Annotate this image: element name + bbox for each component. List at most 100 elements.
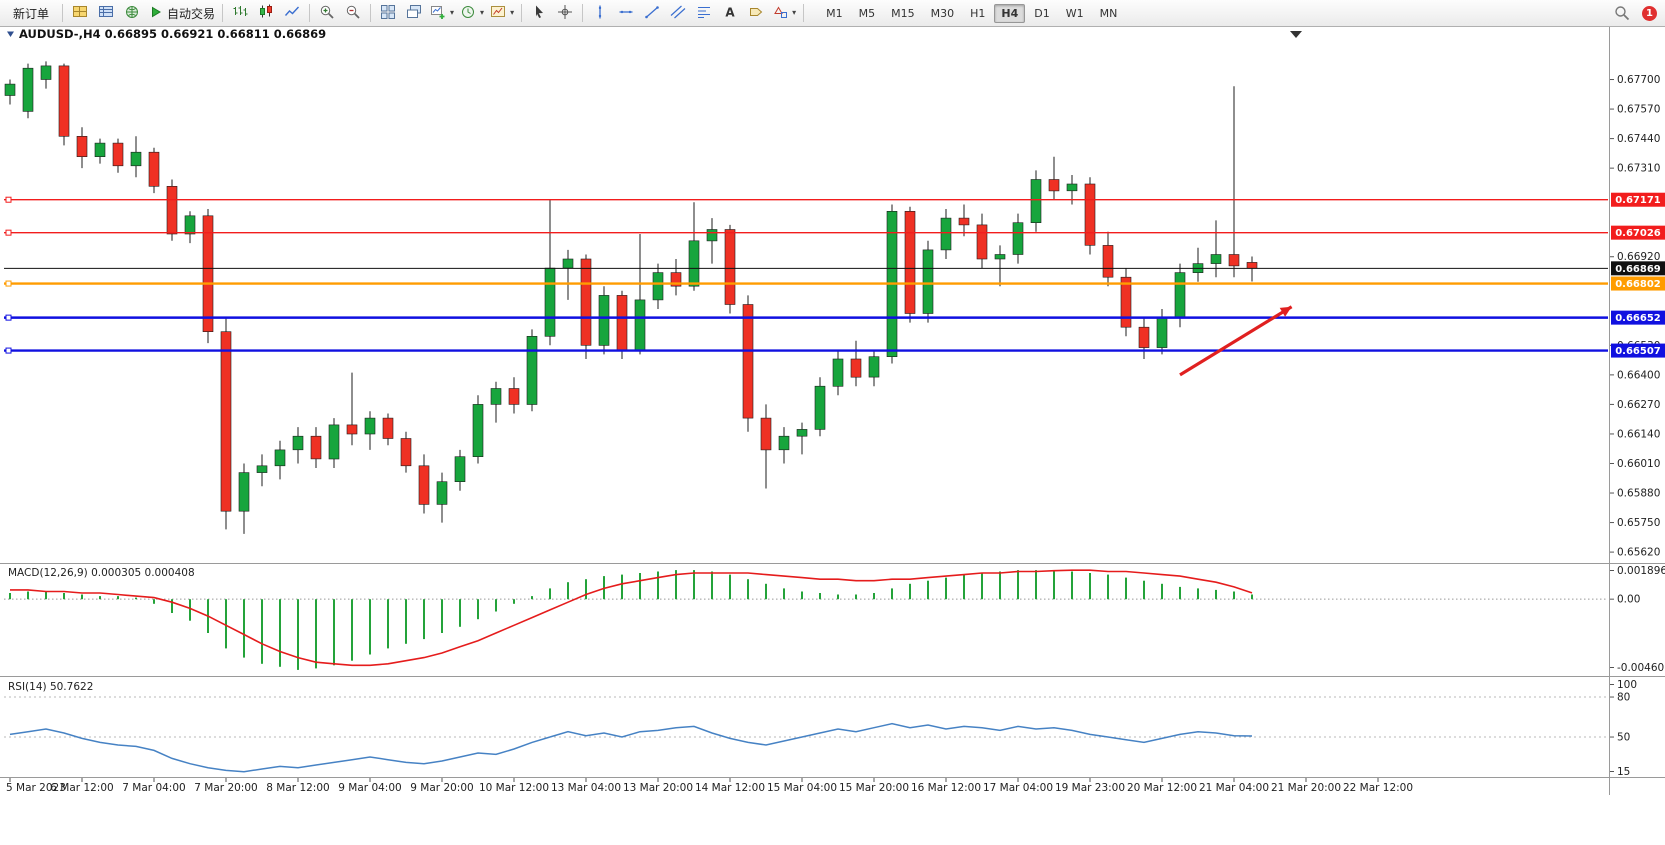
candle-body <box>958 217 970 226</box>
timeframe-h1[interactable]: H1 <box>970 6 986 20</box>
new-chart-icon[interactable]: ▾ <box>427 2 457 25</box>
timeframe-m30[interactable]: M30 <box>930 6 955 20</box>
price-tag-label: 0.67026 <box>1615 228 1661 239</box>
level-lines-layer <box>4 196 1608 354</box>
dropdown-caret-icon[interactable]: ▾ <box>450 8 455 17</box>
shapes-icon[interactable]: ▾ <box>769 2 799 25</box>
market-watch-icon[interactable] <box>93 2 119 25</box>
crosshair-icon <box>557 4 573 23</box>
autotrading-button[interactable]: 自动交易 <box>145 2 218 25</box>
candle-body <box>328 424 340 460</box>
toolbar-right: 1 <box>1609 2 1661 25</box>
candle-body <box>292 435 304 451</box>
candlestick-chart-icon[interactable] <box>253 2 279 25</box>
main-chart-panel[interactable] <box>4 40 1608 563</box>
time-axis-label: 17 Mar 04:00 <box>983 782 1053 794</box>
time-axis-label: 8 Mar 12:00 <box>266 782 329 794</box>
candle-body <box>1156 317 1168 348</box>
toolbar-separator <box>521 4 523 22</box>
time-axis-label: 6 Mar 12:00 <box>50 782 113 794</box>
line-chart-icon[interactable] <box>279 2 305 25</box>
toolbar-separator <box>222 4 224 22</box>
candle-body <box>580 258 592 346</box>
candle-body <box>724 229 736 305</box>
crosshair-icon[interactable] <box>552 2 578 25</box>
rsi-scale-label: 15 <box>1617 766 1630 778</box>
macd-scale-label: -0.004606 <box>1617 662 1665 674</box>
dropdown-caret-icon[interactable]: ▾ <box>792 8 797 17</box>
chart-shift-marker-icon[interactable] <box>1290 31 1302 38</box>
candle-body <box>544 267 556 337</box>
time-axis-label: 21 Mar 20:00 <box>1271 782 1341 794</box>
tile-windows-icon[interactable] <box>375 2 401 25</box>
time-axis-label: 9 Mar 20:00 <box>410 782 473 794</box>
cursor-icon[interactable] <box>526 2 552 25</box>
line-anchor-marker[interactable] <box>5 314 12 321</box>
periods-icon[interactable]: ▾ <box>457 2 487 25</box>
line-anchor-marker[interactable] <box>5 229 12 236</box>
line-anchor-marker[interactable] <box>5 347 12 354</box>
vertical-line-icon[interactable] <box>587 2 613 25</box>
text-tool-icon[interactable]: A <box>717 2 743 25</box>
price-tick-label: 0.67440 <box>1617 133 1660 145</box>
time-axis-label: 10 Mar 12:00 <box>479 782 549 794</box>
timeframe-h4[interactable]: H4 <box>994 3 1026 23</box>
candle-body <box>1084 183 1096 246</box>
zoom-out-icon[interactable] <box>340 2 366 25</box>
arrow-head <box>1279 306 1292 317</box>
chart-collapse-icon[interactable] <box>7 31 14 38</box>
templates-icon[interactable]: ▾ <box>487 2 517 25</box>
rsi-title: RSI(14) 50.7622 <box>8 681 93 693</box>
price-tick-label: 0.66140 <box>1617 428 1660 440</box>
dropdown-caret-icon[interactable]: ▾ <box>510 8 515 17</box>
navigator-icon[interactable] <box>119 2 145 25</box>
line-anchor-marker[interactable] <box>5 196 12 203</box>
channel-icon[interactable] <box>665 2 691 25</box>
bar-chart-icon <box>232 4 248 23</box>
candle-body <box>526 335 538 405</box>
label-tool-icon[interactable] <box>743 2 769 25</box>
timeframe-d1[interactable]: D1 <box>1034 6 1050 20</box>
candle-body <box>760 417 772 451</box>
svg-text:A: A <box>725 5 735 19</box>
trendline-icon <box>644 4 660 23</box>
candle-body <box>364 417 376 435</box>
timeframe-mn[interactable]: MN <box>1099 6 1118 20</box>
toolbar-separator <box>62 4 64 22</box>
timeframe-group: M1 M5 M15 M30 H1 H4 D1 W1 MN <box>818 3 1125 23</box>
time-axis-label: 19 Mar 23:00 <box>1055 782 1125 794</box>
charts-tile-icon[interactable] <box>67 2 93 25</box>
price-tag-label: 0.67171 <box>1615 195 1661 206</box>
rsi-scale-label: 50 <box>1617 732 1630 744</box>
dropdown-caret-icon[interactable]: ▾ <box>480 8 485 17</box>
timeframe-w1[interactable]: W1 <box>1065 6 1084 20</box>
trendline-icon[interactable] <box>639 2 665 25</box>
candle-body <box>4 83 16 96</box>
cascade-windows-icon[interactable] <box>401 2 427 25</box>
time-axis-label: 5 Mar 2023 <box>6 782 66 794</box>
timeframe-m1[interactable]: M1 <box>826 6 843 20</box>
notification-badge[interactable]: 1 <box>1642 5 1657 21</box>
shapes-icon <box>772 4 788 23</box>
zoom-in-icon[interactable] <box>314 2 340 25</box>
trend-arrow[interactable] <box>1179 305 1293 377</box>
horizontal-line-icon[interactable] <box>613 2 639 25</box>
candle-body <box>76 136 88 158</box>
line-anchor-marker[interactable] <box>5 280 12 287</box>
price-axis[interactable]: 0.67700 0.67570 0.67440 0.67310 0.66920 0.665… <box>1609 27 1665 795</box>
chart-title: AUDUSD-,H4 0.66895 0.66921 0.66811 0.668… <box>19 27 326 41</box>
macd-title: MACD(12,26,9) 0.000305 0.000408 <box>8 567 195 579</box>
search-icon[interactable] <box>1609 2 1635 25</box>
macd-panel[interactable]: 0.001896 0.00 -0.004606 <box>4 565 1665 674</box>
candlestick-chart-icon <box>258 4 274 23</box>
new-order-button[interactable]: 新订单 <box>4 2 58 25</box>
rsi-line <box>9 722 1253 773</box>
timeframe-m5[interactable]: M5 <box>858 6 876 20</box>
bar-chart-icon[interactable] <box>227 2 253 25</box>
fibonacci-icon[interactable] <box>691 2 717 25</box>
timeframe-m15[interactable]: M15 <box>891 6 915 20</box>
candle-body <box>256 465 268 473</box>
